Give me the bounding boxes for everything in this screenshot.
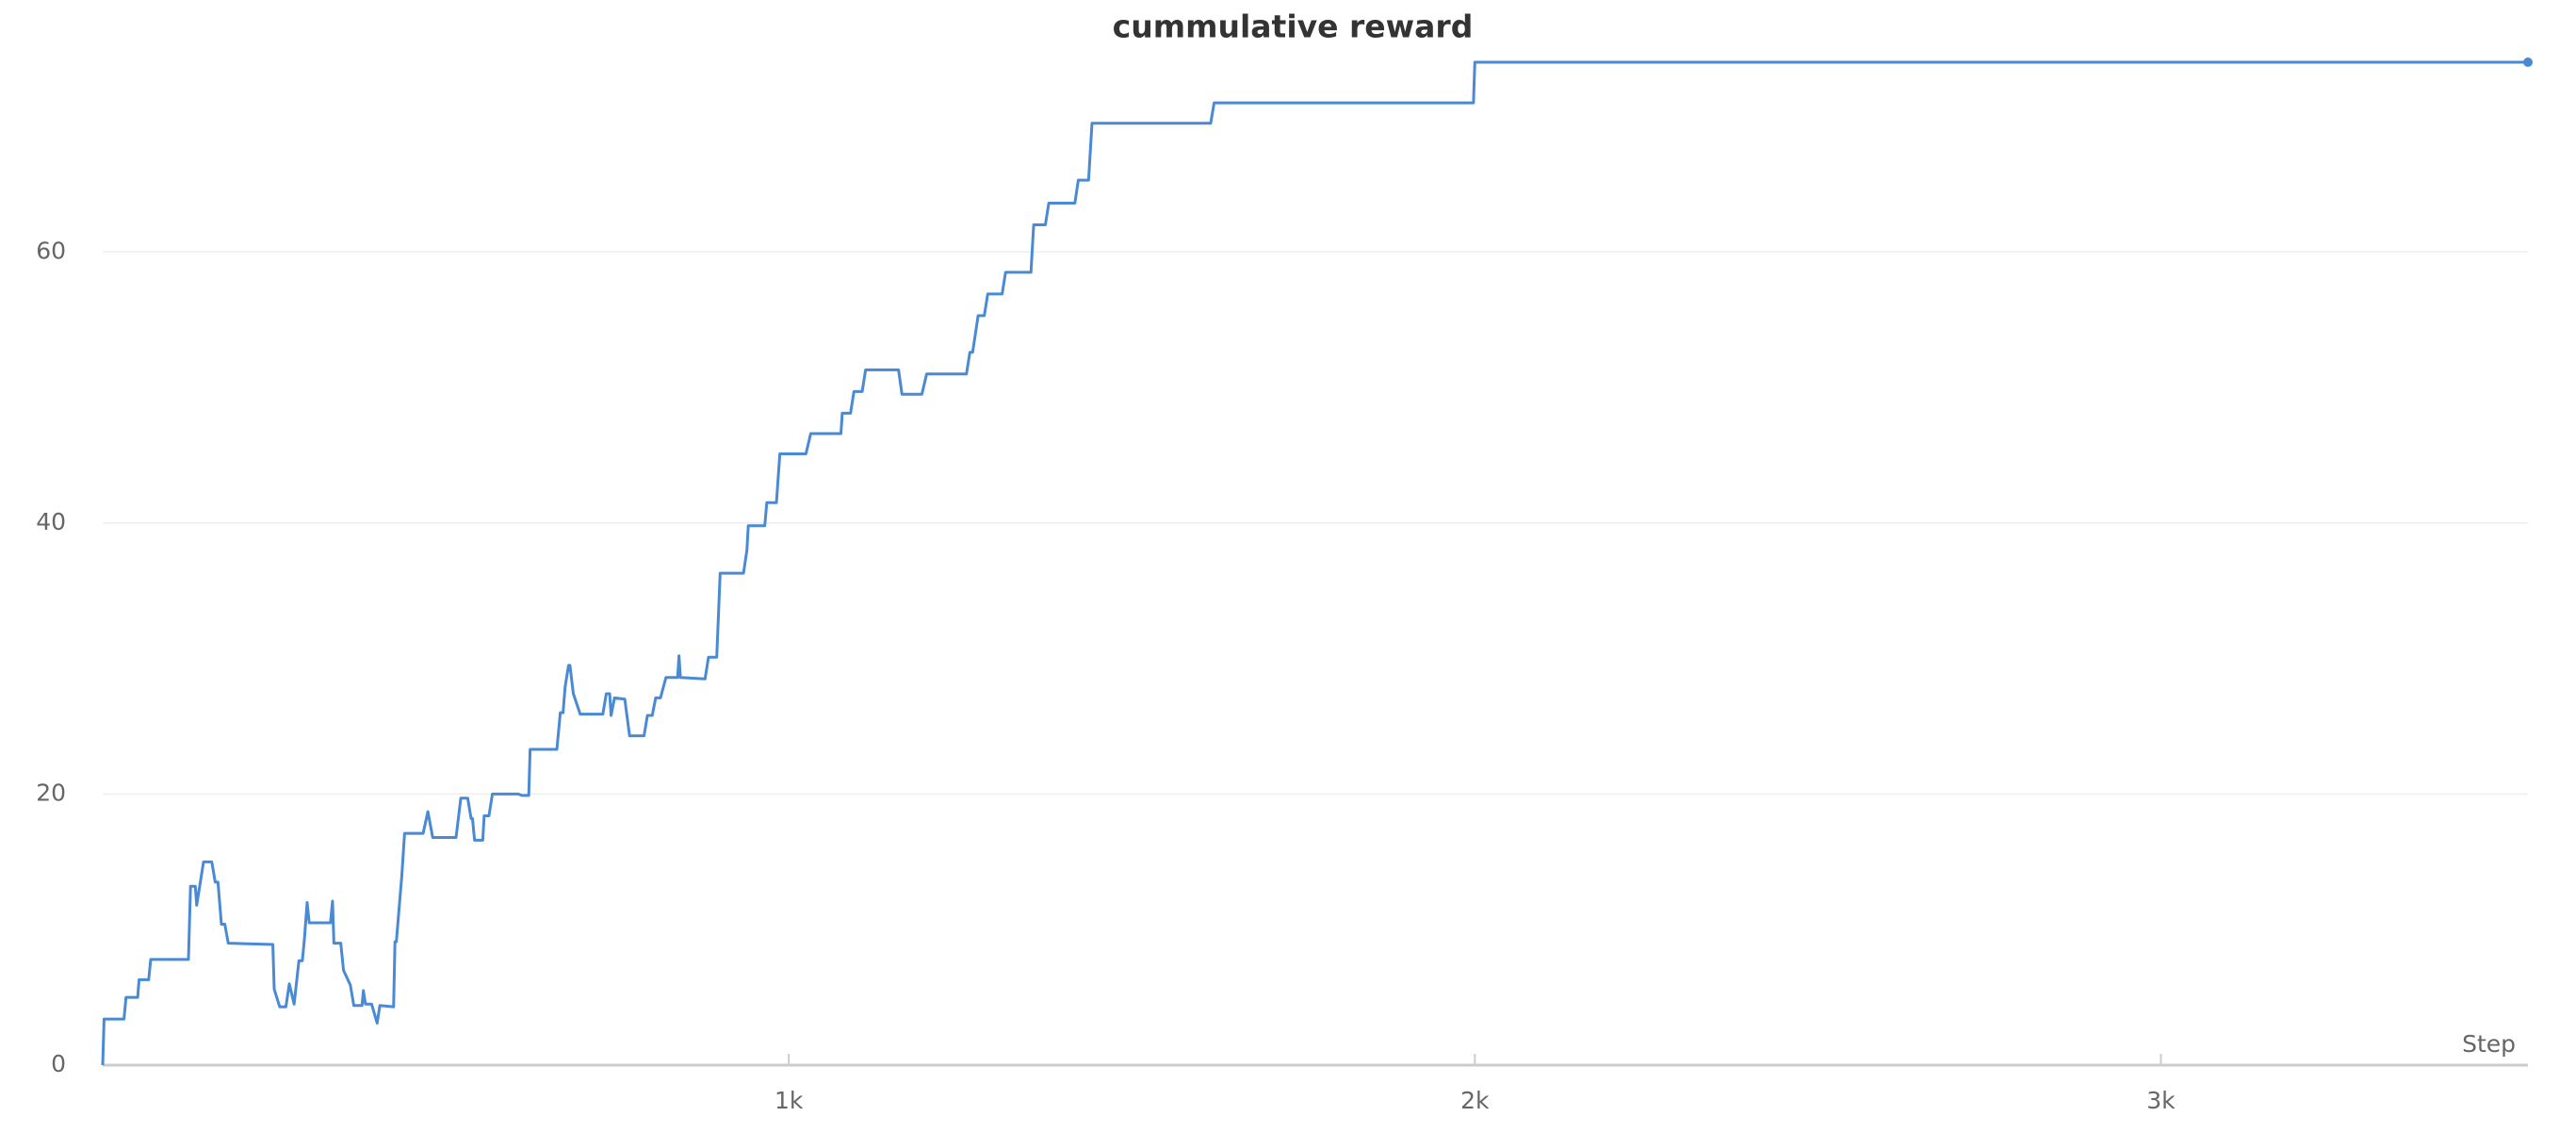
chart-title: cummulative reward	[1113, 8, 1474, 45]
y-tick-label: 40	[36, 508, 66, 535]
end-point	[2523, 57, 2533, 67]
x-axis-label: Step	[2462, 1030, 2516, 1058]
x-tick-label: 3k	[2146, 1087, 2176, 1114]
x-tick-label: 1k	[774, 1087, 804, 1114]
line	[101, 60, 2528, 1066]
y-tick-label: 20	[36, 779, 66, 806]
y-tick-label: 60	[36, 237, 66, 264]
y-tick-label: 0	[51, 1050, 66, 1077]
x-tick-label: 2k	[1460, 1087, 1490, 1114]
